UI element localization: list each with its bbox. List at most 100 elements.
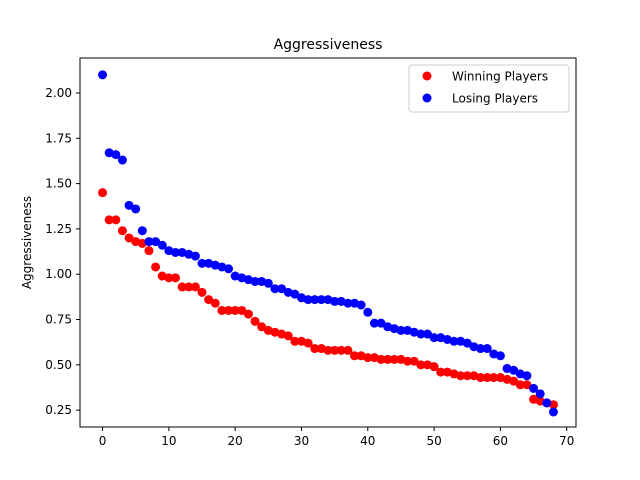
x-tick-label: 60: [493, 434, 508, 448]
data-point: [535, 389, 545, 399]
series-winning: [98, 188, 558, 410]
data-point: [416, 360, 426, 370]
data-point: [210, 298, 220, 308]
data-point: [204, 295, 214, 305]
data-point: [476, 344, 486, 354]
data-point: [190, 282, 200, 292]
data-point: [277, 284, 287, 294]
axes-frame: [79, 57, 577, 428]
data-point: [323, 345, 333, 355]
y-tick-label: 2.00: [45, 86, 72, 100]
data-point: [257, 322, 267, 332]
data-point: [462, 338, 472, 348]
data-point: [104, 215, 114, 225]
data-point: [476, 373, 486, 383]
data-point: [343, 345, 353, 355]
data-point: [131, 204, 141, 214]
data-point: [482, 373, 492, 383]
data-point: [230, 305, 240, 315]
data-point: [177, 282, 187, 292]
series-losing: [98, 70, 558, 417]
y-tick-label: 0.75: [45, 313, 72, 327]
x-tick-label: 0: [99, 434, 107, 448]
data-point: [529, 383, 539, 393]
x-tick-label: 40: [360, 434, 375, 448]
data-point: [217, 305, 227, 315]
data-point: [98, 70, 108, 80]
data-point: [369, 318, 379, 328]
data-point: [343, 298, 353, 308]
data-point: [117, 226, 127, 236]
data-point: [403, 356, 413, 366]
data-point: [462, 371, 472, 381]
data-point: [548, 407, 558, 417]
data-point: [144, 237, 154, 247]
x-tick-label: 70: [559, 434, 574, 448]
data-point: [330, 345, 340, 355]
data-point: [522, 380, 532, 390]
data-point: [170, 273, 180, 283]
axis-ticks: 0 10 20 30 40 50 60 70 0.25 0.50 0.75 1.00 1.25 1.50 1…: [45, 86, 574, 448]
legend-marker-losing: [422, 93, 432, 103]
data-point: [290, 336, 300, 346]
y-axis-label: Aggressiveness: [20, 196, 34, 289]
data-point: [376, 354, 386, 364]
data-point: [350, 351, 360, 361]
data-point: [509, 365, 519, 375]
data-point: [316, 295, 326, 305]
data-point: [190, 251, 200, 261]
data-point: [383, 354, 393, 364]
data-point: [363, 307, 373, 317]
data-point: [303, 295, 313, 305]
data-point: [184, 282, 194, 292]
data-point: [151, 262, 161, 272]
data-point: [456, 371, 466, 381]
data-point: [429, 333, 439, 343]
data-point: [270, 284, 280, 294]
data-point: [310, 295, 320, 305]
data-point: [336, 345, 346, 355]
data-point: [124, 200, 134, 210]
data-point: [376, 318, 386, 328]
data-point: [263, 278, 273, 288]
y-tick-label: 1.75: [45, 131, 72, 145]
y-tick-label: 0.50: [45, 358, 72, 372]
data-point: [98, 188, 108, 198]
x-tick-label: 10: [161, 434, 176, 448]
legend-label-winning: Winning Players: [452, 70, 548, 84]
data-point: [170, 247, 180, 257]
data-point: [509, 376, 519, 386]
data-point: [290, 289, 300, 299]
data-point: [356, 300, 366, 310]
data-point: [157, 240, 167, 250]
data-point: [495, 351, 505, 361]
data-point: [482, 344, 492, 354]
legend-marker-winning: [422, 71, 432, 81]
data-point: [197, 287, 207, 297]
chart-title: Aggressiveness: [274, 37, 383, 53]
x-tick-label: 20: [228, 434, 243, 448]
data-point: [396, 325, 406, 335]
data-point: [522, 371, 532, 381]
legend-box: [408, 64, 570, 113]
data-point: [224, 264, 234, 274]
legend-label-losing: Losing Players: [452, 92, 538, 106]
x-tick-label: 30: [294, 434, 309, 448]
data-point: [542, 398, 552, 408]
data-point: [283, 331, 293, 341]
y-tick-label: 0.25: [45, 403, 72, 417]
data-point: [111, 150, 121, 160]
y-tick-label: 1.00: [45, 267, 72, 281]
plot-area: [98, 70, 558, 417]
data-point: [389, 354, 399, 364]
data-point: [224, 305, 234, 315]
data-point: [250, 276, 260, 286]
data-point: [237, 305, 247, 315]
data-point: [151, 237, 161, 247]
data-point: [144, 246, 154, 256]
data-point: [416, 329, 426, 339]
data-point: [429, 362, 439, 372]
data-point: [422, 329, 432, 339]
data-point: [449, 336, 459, 346]
